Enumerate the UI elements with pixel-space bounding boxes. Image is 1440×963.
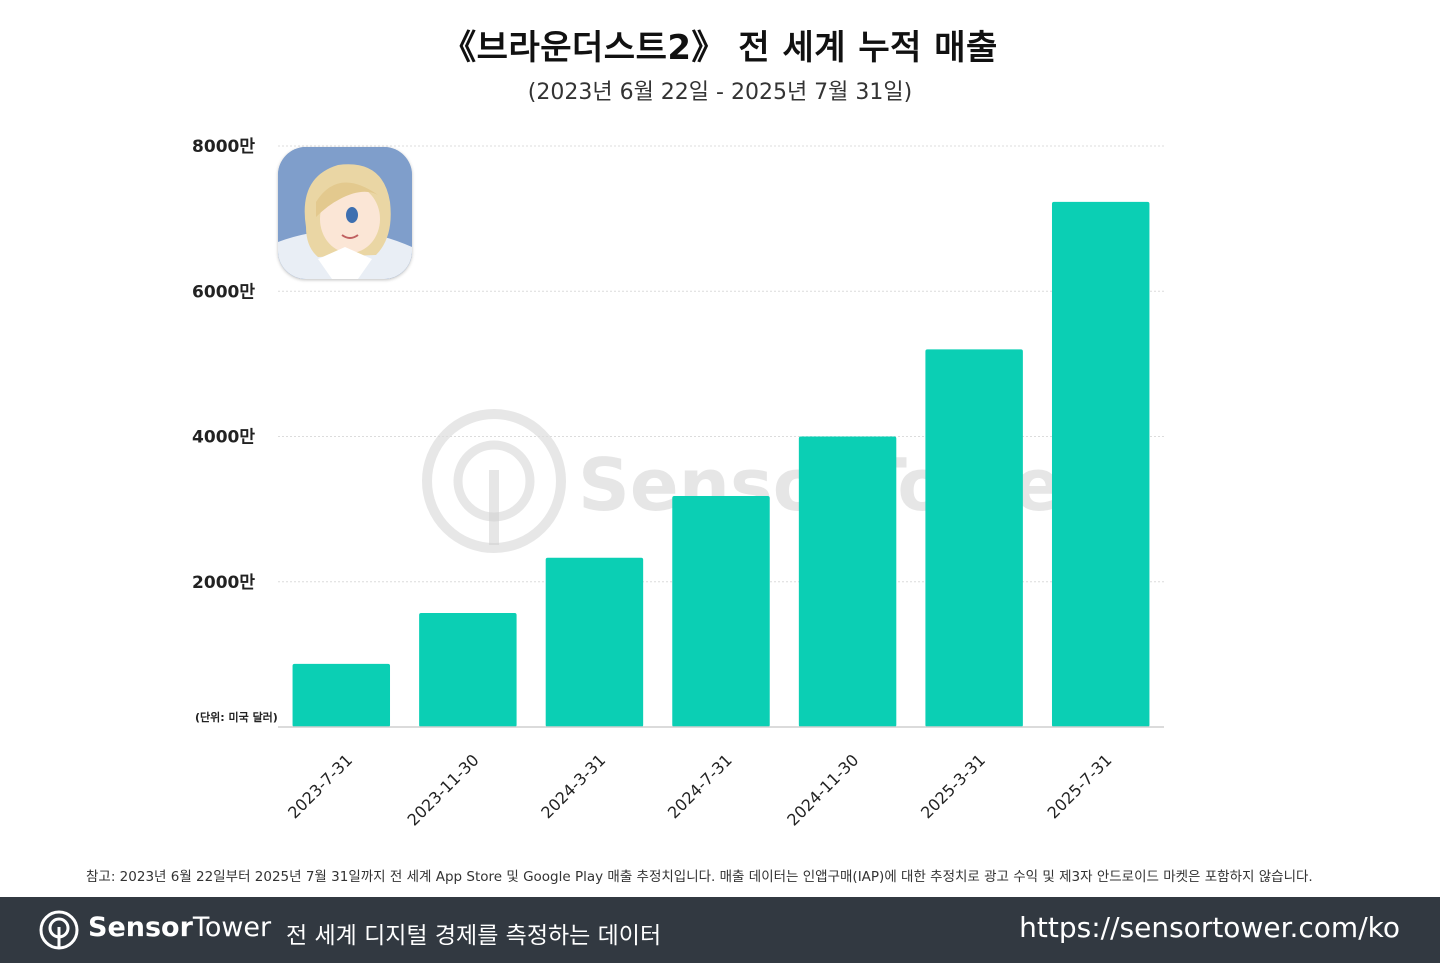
game-app-icon xyxy=(278,147,412,279)
x-tick-label: 2024-3-31 xyxy=(537,750,609,822)
footnote: 참고: 2023년 6월 22일부터 2025년 7월 31일까지 전 세계 A… xyxy=(86,869,1313,885)
x-tick-label: 2023-7-31 xyxy=(284,750,356,822)
bar xyxy=(292,663,391,727)
x-tick-label: 2023-11-30 xyxy=(404,750,483,829)
bar xyxy=(798,436,897,727)
footer-tagline: 전 세계 디지털 경제를 측정하는 데이터 xyxy=(286,923,662,949)
footer-bar: SensorTower 전 세계 디지털 경제를 측정하는 데이터 https:… xyxy=(0,897,1440,963)
footer-url-link[interactable]: https://sensortower.com/ko xyxy=(1019,911,1400,944)
bar xyxy=(419,612,517,727)
y-tick-label: 6000만 xyxy=(192,282,255,302)
sensortower-logo-icon xyxy=(39,910,79,950)
y-axis-ticks: 2000만 4000만 6000만 8000만 xyxy=(192,137,255,593)
chart-title: 《브라운더스트2》 전 세계 누적 매출 xyxy=(442,28,998,68)
bar xyxy=(672,496,770,727)
footer-brand: SensorTower xyxy=(88,912,271,943)
y-tick-label: 2000만 xyxy=(192,573,255,593)
brand-bold: Sensor xyxy=(88,912,193,943)
bar xyxy=(1051,201,1150,727)
unit-label: (단위: 미국 달러) xyxy=(195,710,278,724)
brand-light: Tower xyxy=(192,912,272,943)
x-axis-ticks: 2023-7-31 2023-11-30 2024-3-31 2024-7-31 202… xyxy=(284,750,1115,829)
chart-subtitle: (2023년 6월 22일 - 2025년 7월 31일) xyxy=(527,80,913,105)
x-tick-label: 2025-7-31 xyxy=(1044,750,1116,822)
bar xyxy=(925,349,1023,727)
bar xyxy=(545,557,644,727)
bars xyxy=(292,201,1150,727)
x-tick-label: 2025-3-31 xyxy=(917,750,989,822)
y-tick-label: 4000만 xyxy=(192,428,255,448)
x-tick-label: 2024-11-30 xyxy=(783,750,862,829)
y-tick-label: 8000만 xyxy=(192,137,255,157)
x-tick-label: 2024-7-31 xyxy=(664,750,736,822)
